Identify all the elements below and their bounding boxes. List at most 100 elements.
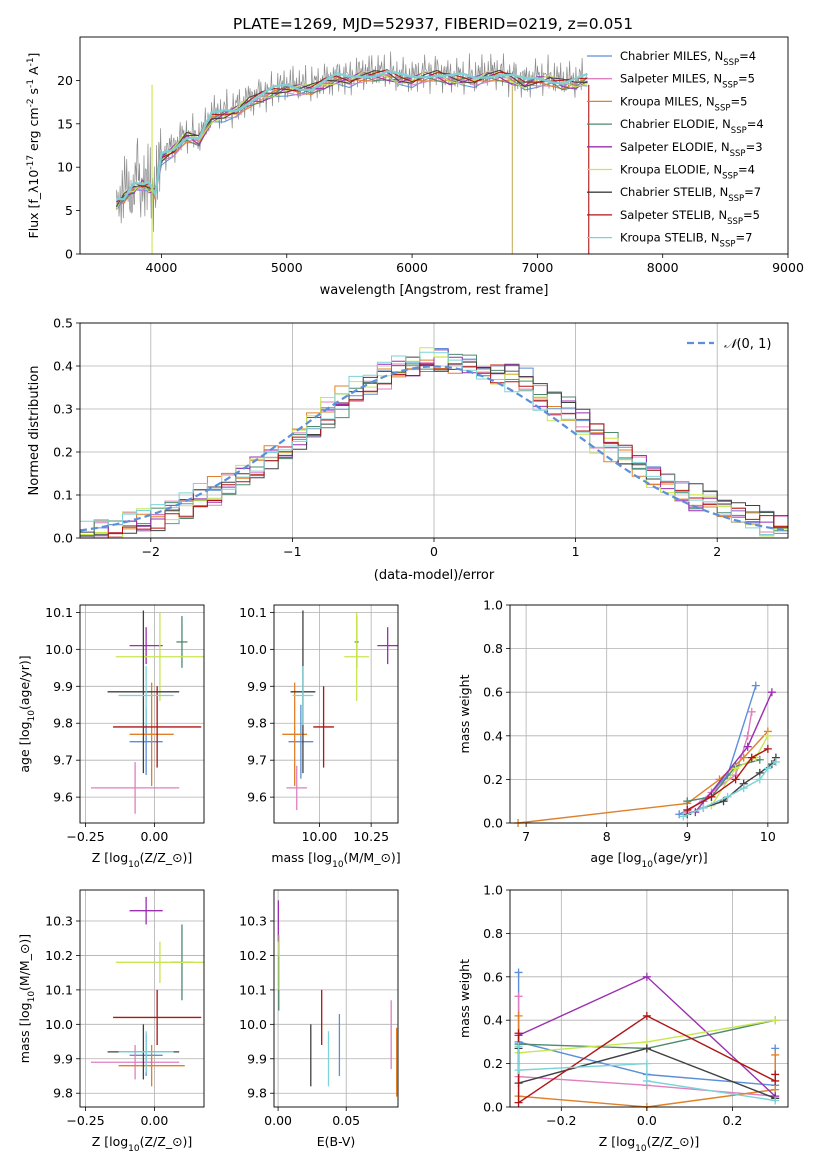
- weight-point-marker: [679, 812, 688, 821]
- x-tick-label: 0: [430, 544, 438, 559]
- y-tick-label: 10.0: [45, 642, 73, 657]
- weight-point-marker: [514, 1029, 523, 1038]
- y-tick-label: 0.8: [483, 641, 503, 656]
- y-tick-label: 9.7: [53, 753, 73, 768]
- y-tick-label: 0.0: [483, 1100, 503, 1115]
- y-tick-label: 10: [57, 160, 73, 175]
- x-tick-label: 0.00: [264, 1113, 292, 1128]
- weight-point-marker: [642, 972, 651, 981]
- y-tick-label: 0.2: [483, 1056, 503, 1071]
- weight-point-marker: [514, 968, 523, 977]
- residual-histogram: [80, 363, 788, 539]
- x-tick-label: 7: [522, 829, 530, 844]
- x-axis-label: Z [log10(Z/Z_⊙)]: [599, 1134, 700, 1154]
- y-tick-label: 9.9: [53, 1051, 73, 1066]
- legend-label: 𝒩(0, 1): [724, 337, 771, 352]
- weight-point-marker: [743, 731, 752, 740]
- weight-point-marker: [771, 757, 780, 766]
- error-bar-point: [113, 989, 202, 1045]
- y-tick-label: 10.1: [239, 982, 267, 997]
- weight-point-marker: [771, 1096, 780, 1105]
- legend-label: Salpeter STELIB, NSSP=5: [620, 208, 760, 227]
- residual-histogram: [80, 351, 788, 535]
- y-tick-label: 15: [57, 116, 73, 131]
- x-axis-label: age [log10(age/yr)]: [590, 850, 707, 870]
- weight-point-marker: [514, 1042, 523, 1051]
- error-bar-point: [118, 1031, 174, 1073]
- y-tick-label: 10.3: [45, 914, 73, 929]
- x-tick-label: 9: [683, 829, 691, 844]
- error-bar-point: [288, 704, 314, 779]
- axes-frame: [79, 889, 205, 1108]
- figure-title: PLATE=1269, MJD=52937, FIBERID=0219, z=0…: [233, 15, 633, 33]
- y-tick-label: 1.0: [483, 598, 503, 613]
- y-tick-label: 0.8: [483, 926, 503, 941]
- x-tick-label: −0.25: [66, 829, 104, 844]
- weight-point-marker: [683, 797, 692, 806]
- error-bar-point: [344, 612, 370, 702]
- weight-point-marker: [767, 688, 776, 697]
- error-bar-point: [377, 627, 398, 665]
- weight-point-marker: [699, 803, 708, 812]
- error-bar-point: [113, 686, 202, 768]
- x-tick-label: −0.2: [546, 1113, 576, 1128]
- weight-vs-Z-axes: −0.2 0.0 0.2 0.0 0.2 0.4 0.6 0.8 1.0 mass weight: [457, 883, 789, 1128]
- axes-frame: [79, 604, 205, 824]
- y-axis-label: mass weight: [457, 959, 472, 1038]
- weight-point-marker: [642, 1059, 651, 1068]
- x-tick-label: 0.0: [637, 1113, 657, 1128]
- x-tick-label: 0.05: [332, 1113, 360, 1128]
- y-tick-label: 10.0: [239, 1017, 267, 1032]
- x-tick-label: 0.00: [140, 829, 168, 844]
- error-bar-point: [115, 612, 204, 702]
- error-bar-point: [91, 762, 180, 814]
- x-tick-label: 1: [572, 544, 580, 559]
- y-tick-label: 0.6: [483, 969, 503, 984]
- weight-point-marker: [771, 1050, 780, 1059]
- weight-vs-age-axes: 7 8 9 10 0.0 0.2 0.4 0.6 0.8 1.0 mass weight: [457, 598, 789, 844]
- x-tick-label: 4000: [146, 260, 178, 275]
- error-bar-point: [176, 616, 188, 668]
- error-bar-point: [91, 1045, 180, 1080]
- error-bar-point: [129, 896, 163, 925]
- y-axis-label: age [log10(age/yr)]: [17, 655, 37, 772]
- weight-point-marker: [723, 792, 732, 801]
- model-spectrum-line: [115, 69, 588, 203]
- legend-label: Kroupa MILES, NSSP=5: [620, 94, 747, 113]
- weight-point-marker: [763, 731, 772, 740]
- x-tick-label: −1: [283, 544, 301, 559]
- legend-label: Chabrier ELODIE, NSSP=4: [620, 117, 764, 136]
- axes-frame: [79, 36, 789, 255]
- mass-vs-Z-axes: −0.25 0.00 9.8 9.9 10.0 10.1 10.2 10.3: [45, 889, 205, 1128]
- legend-label: Chabrier STELIB, NSSP=7: [620, 185, 761, 204]
- residuals-axes: −2 −1 0 1 2 0.0 0.1 0.2 0.3 0.4 0.5 𝒩(0, 1): [53, 316, 789, 559]
- y-tick-label: 0.4: [483, 728, 503, 743]
- error-bar-point: [313, 686, 334, 768]
- x-tick-label: 10: [760, 829, 776, 844]
- x-tick-label: 0.00: [140, 1113, 168, 1128]
- axes-frame: [273, 889, 399, 1108]
- normal-distribution-curve: [79, 365, 789, 532]
- error-bar-point: [118, 1045, 185, 1087]
- x-tick-label: 5000: [271, 260, 303, 275]
- x-tick-label: −0.25: [66, 1113, 104, 1128]
- y-tick-label: 0: [65, 247, 73, 262]
- weight-point-marker: [731, 764, 740, 773]
- x-tick-label: 10.00: [302, 829, 338, 844]
- y-tick-label: 10.1: [45, 982, 73, 997]
- y-tick-label: 0.2: [53, 445, 73, 460]
- weight-point-marker: [771, 1070, 780, 1079]
- error-bar-point: [115, 941, 204, 983]
- legend-label: Salpeter MILES, NSSP=5: [620, 72, 755, 91]
- y-tick-label: 0.0: [483, 816, 503, 831]
- observed-spectrum-line: [115, 51, 587, 232]
- y-tick-label: 5: [65, 203, 73, 218]
- y-tick-label: 0.5: [53, 316, 73, 331]
- y-tick-label: 9.8: [53, 1086, 73, 1101]
- x-tick-label: 0.2: [722, 1113, 742, 1128]
- weight-point-marker: [739, 753, 748, 762]
- weight-point-marker: [707, 792, 716, 801]
- weight-series-line: [710, 735, 769, 806]
- axes-frame: [509, 889, 789, 1108]
- age-vs-Z-axes: −0.25 0.00 9.6 9.7 9.8 9.9 10.0 10.1: [45, 604, 205, 844]
